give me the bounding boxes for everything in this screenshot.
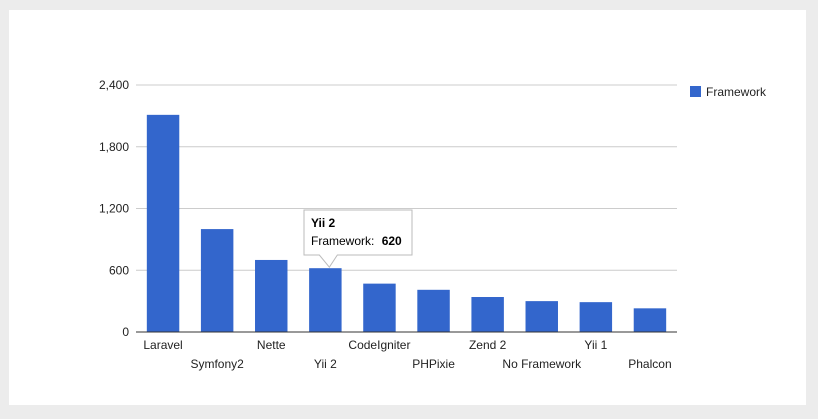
x-axis-labels: Laravel Symfony2 Nette Yii 2 CodeIgniterPHPi…: [143, 338, 671, 371]
y-axis-labels: 0 600 1,200 1,800 2,400: [99, 78, 129, 339]
bar-phpixie[interactable]: [417, 289, 450, 332]
legend-swatch: [690, 86, 701, 97]
x-tick-label: CodeIgniter: [348, 338, 410, 352]
bar-chart: 0 600 1,200 1,800 2,400 Laravel Symfony2 Nette…: [99, 78, 767, 371]
x-tick-label: Nette: [257, 338, 286, 352]
x-tick-label: Yii 1: [584, 338, 607, 352]
y-tick-label: 1,200: [99, 202, 129, 216]
bar-phalcon[interactable]: [633, 308, 667, 332]
bar-yii-1[interactable]: [579, 302, 613, 332]
x-tick-label: Phalcon: [628, 357, 671, 371]
bar-nette[interactable]: [255, 259, 288, 332]
grid-lines: [136, 84, 677, 271]
x-tick-label: PHPixie: [412, 357, 455, 371]
tooltip-series-line: Framework: 620: [311, 234, 402, 248]
tooltip: Yii 2 Framework: 620: [303, 209, 413, 269]
bar-no-framework[interactable]: [525, 301, 558, 332]
bar-zend-2[interactable]: [471, 297, 504, 332]
tooltip-series-label: Framework:: [311, 234, 374, 248]
chart-card: 0 600 1,200 1,800 2,400 Laravel Symfony2 Nette…: [9, 10, 806, 405]
y-tick-label: 600: [109, 263, 129, 277]
bars: [146, 114, 667, 333]
tooltip-category: Yii 2: [311, 216, 336, 230]
bar-symfony2[interactable]: [200, 229, 234, 332]
x-tick-label: Symfony2: [190, 357, 244, 371]
legend[interactable]: Framework: [690, 85, 767, 99]
bar-codeigniter[interactable]: [363, 283, 396, 332]
x-tick-label: Laravel: [143, 338, 182, 352]
legend-label: Framework: [706, 85, 767, 99]
tooltip-value: 620: [382, 234, 402, 248]
y-tick-label: 2,400: [99, 78, 129, 92]
tooltip-box: [303, 209, 413, 269]
bar-yii-2[interactable]: [309, 268, 342, 332]
x-tick-label: Yii 2: [314, 357, 337, 371]
y-tick-label: 0: [122, 325, 129, 339]
x-tick-label: Zend 2: [469, 338, 507, 352]
bar-laravel[interactable]: [146, 114, 180, 333]
y-tick-label: 1,800: [99, 140, 129, 154]
x-tick-label: No Framework: [502, 357, 582, 371]
